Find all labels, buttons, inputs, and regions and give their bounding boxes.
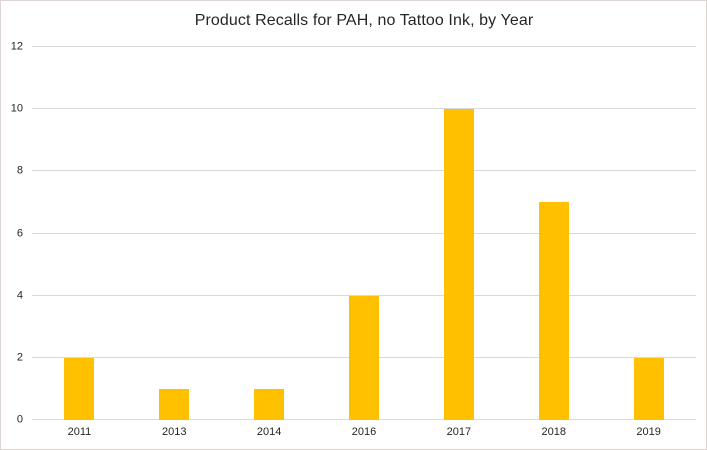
bar-column-2016: [317, 47, 412, 420]
bar-column-2017: [411, 47, 506, 420]
chart-title: Product Recalls for PAH, no Tattoo Ink, …: [194, 12, 534, 29]
x-tick-label-2019: 2019: [636, 426, 661, 438]
bar-column-2019: [601, 47, 696, 420]
x-tick-label-2016: 2016: [351, 426, 377, 438]
x-tick-label-2011: 2011: [67, 426, 92, 438]
bars-container: [32, 47, 696, 420]
bar-column-2011: [32, 47, 127, 420]
plot-area: [32, 46, 696, 420]
y-tick-label-8: 8: [16, 164, 23, 177]
y-tick-label-2: 2: [16, 351, 23, 364]
bar-2019: [633, 357, 664, 420]
x-axis: 2011 2013 2014 2016 2017 2018 2019: [32, 426, 696, 438]
x-tick-label-2013: 2013: [162, 426, 187, 438]
x-tick-label-2017: 2017: [446, 426, 472, 438]
bar-2017: [443, 109, 474, 420]
bar-column-2018: [506, 47, 601, 420]
gridline-6: [32, 232, 696, 234]
y-tick-label-12: 12: [10, 40, 23, 53]
y-tick-label-0: 0: [16, 413, 23, 426]
bar-2014: [254, 388, 285, 420]
bar-column-2014: [222, 47, 317, 420]
y-tick-label-10: 10: [10, 102, 23, 115]
y-tick-label-6: 6: [16, 227, 23, 239]
bar-column-2013: [127, 47, 222, 420]
gridline-4: [32, 294, 696, 296]
gridline-10: [32, 108, 696, 110]
y-tick-label-4: 4: [16, 289, 23, 302]
x-tick-label-2014: 2014: [256, 426, 282, 438]
bar-2016: [349, 295, 379, 420]
bar-2011: [64, 357, 95, 420]
gridline-8: [32, 170, 696, 172]
gridline-12: [32, 46, 696, 47]
bar-2013: [159, 388, 190, 420]
x-tick-label-2018: 2018: [541, 426, 566, 438]
bar-2018: [538, 202, 569, 420]
y-axis: 0 2 4 6 8 10 12: [1, 41, 23, 425]
